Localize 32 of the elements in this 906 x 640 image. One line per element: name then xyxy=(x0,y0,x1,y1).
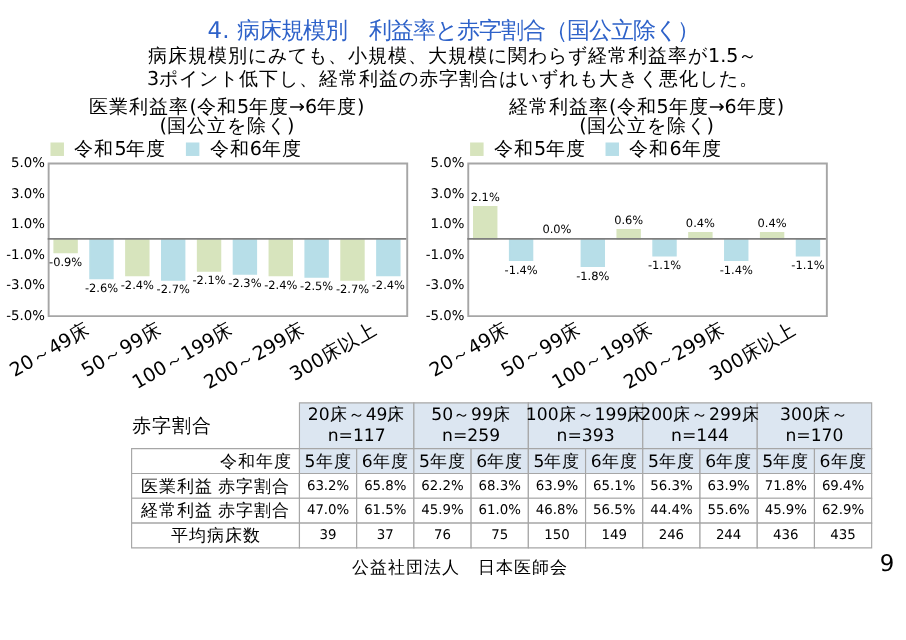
x-tick-label: 6年度 xyxy=(819,450,867,473)
x-tick-label: 6年度 xyxy=(590,450,638,473)
chart-title: 赤字割合 xyxy=(131,413,212,438)
text: 病床規模別にみても、小規模、大規模に関わらず経常利益率が1.5～3ポイント低下し、経常利益の赤字割合はいずれも大きく悪化した。 xyxy=(147,44,760,92)
x-tick-label: 6年度 xyxy=(705,450,753,473)
x-tick-label: 5年度 xyxy=(419,450,466,473)
text: 4. 病床規模別 利益率と赤字割合（国公立除く） xyxy=(207,15,699,44)
legend-label: 令和6年度 xyxy=(209,136,302,161)
chart-subtitle: (国公立を除く) xyxy=(159,114,295,139)
legend-label: 令和6年度 xyxy=(629,136,722,161)
x-tick-label: 5年度 xyxy=(762,450,810,473)
text: 50～99床 n=259 xyxy=(431,404,511,448)
x-tick-label: 6年度 xyxy=(361,450,409,473)
y-tick-label: 平均病床数 xyxy=(170,525,261,548)
chart-title: 医業利益率(令和5年度→6年度) xyxy=(89,94,365,119)
chart-title: 経常利益率(令和5年度→6年度) xyxy=(507,94,785,119)
x-tick-label: 6年度 xyxy=(476,450,524,473)
text: 令和年度 xyxy=(219,450,292,473)
legend-label: 令和5年度 xyxy=(74,136,167,161)
text: 200床～299床 n=144 xyxy=(640,404,760,448)
text: 公益社団法人 日本医師会 xyxy=(351,556,568,579)
x-tick-label: 5年度 xyxy=(533,450,581,473)
x-tick-label: 5年度 xyxy=(647,450,695,473)
x-tick-label: 5年度 xyxy=(304,450,352,473)
y-tick-label: 医業利益 赤字割合 xyxy=(140,475,291,498)
text: 20床～49床 n=117 xyxy=(307,404,406,448)
y-tick-label: 経常利益 赤字割合 xyxy=(138,500,291,523)
text: 9 xyxy=(879,548,895,577)
chart-subtitle: (国公立を除く) xyxy=(579,114,715,139)
text: 300床～ n=170 xyxy=(780,404,849,448)
text: 100床～199床 n=393 xyxy=(525,404,646,448)
legend-label: 令和5年度 xyxy=(494,136,587,161)
